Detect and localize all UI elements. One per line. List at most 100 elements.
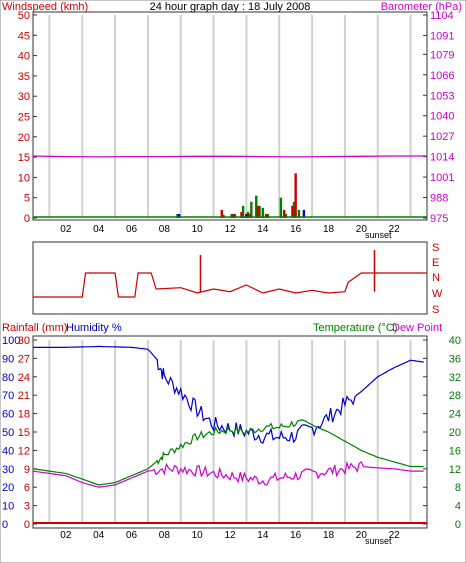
wind-bar	[255, 195, 258, 218]
wind-bar	[284, 213, 288, 218]
temperature-tick-label: 36	[449, 353, 461, 365]
wind-bar	[302, 209, 306, 218]
direction-label: N	[432, 272, 440, 284]
wind-bar	[292, 201, 296, 218]
wind-direction-frame	[32, 241, 428, 315]
humidity-tick-label: 70	[2, 390, 14, 402]
windspeed-tick-label: 40	[18, 51, 30, 63]
temperature-tick-label: 12	[449, 464, 461, 476]
temperature-tick-label: 4	[455, 501, 461, 513]
barometer-tick-label: 1066	[430, 70, 454, 82]
time-tick-label: 16	[290, 224, 302, 235]
humidity-tick-label: 100	[2, 335, 20, 347]
windspeed-tick-label: 35	[18, 71, 30, 83]
wind-bar	[241, 205, 245, 218]
wind-bar	[256, 205, 260, 218]
barometer-tick-label: 1001	[430, 172, 454, 184]
rainfall-tick-label: 9	[24, 464, 30, 476]
rainfall-tick-label: 21	[18, 390, 30, 402]
time-tick-label: 22	[389, 224, 401, 235]
barometer-axis-label: Barometer (hPa)	[381, 1, 462, 13]
direction-label: E	[432, 257, 439, 269]
wind-bar	[177, 213, 181, 218]
windspeed-tick-label: 45	[18, 30, 30, 42]
wind-bar	[233, 213, 237, 218]
temperature-tick-label: 40	[449, 335, 461, 347]
wind-bar	[264, 213, 268, 218]
temp-series	[32, 345, 427, 524]
windspeed-ticks: 0 5 10 15 20 25 30 35 40 45 50	[18, 10, 37, 225]
barometer-tick-label: 1053	[430, 90, 454, 102]
temperature-tick-label: 16	[449, 445, 461, 457]
time-tick-label: 20	[356, 530, 368, 541]
barometer-tick-label: 1091	[430, 30, 454, 42]
wind-bar	[245, 213, 248, 218]
time-tick-label: 20	[356, 224, 368, 235]
sunset-label-bottom: sunset	[365, 536, 392, 546]
temperature-line	[32, 419, 424, 486]
time-tick-label: 08	[159, 224, 171, 235]
wind-bar	[220, 209, 223, 218]
time-tick-label: 10	[192, 224, 204, 235]
time-tick-label: 06	[126, 530, 138, 541]
humidity-tick-label: 40	[2, 445, 14, 457]
dewpoint-line	[32, 460, 424, 488]
wind-bar	[258, 205, 261, 218]
temperature-tick-label: 20	[449, 427, 461, 439]
temperature-tick-label: 0	[455, 519, 461, 531]
wind-bar	[176, 213, 179, 218]
rainfall-tick-label: 15	[18, 427, 30, 439]
barometer-tick-label: 988	[430, 193, 448, 205]
windspeed-tick-label: 10	[18, 172, 30, 184]
humidity-tick-label: 90	[2, 353, 14, 365]
wind-bar	[261, 207, 265, 218]
time-tick-label: 14	[257, 530, 269, 541]
dewpoint-axis-label: Dew Point	[392, 322, 442, 334]
rainfall-tick-label: 0	[24, 519, 30, 531]
wind-bar	[279, 197, 283, 218]
humidity-axis-label: Humidity %	[66, 322, 122, 334]
time-tick-label: 18	[323, 530, 335, 541]
temperature-tick-label: 32	[449, 372, 461, 384]
time-tick-label: 02	[60, 224, 72, 235]
time-tick-label: 08	[159, 530, 171, 541]
time-tick-label: 02	[60, 530, 72, 541]
humidity-tick-label: 30	[2, 464, 14, 476]
time-tick-label: 06	[126, 224, 138, 235]
windspeed-tick-label: 5	[24, 193, 30, 205]
temp-time-ticks: 02 04 06 08 10 12 14 16 18 20 22	[60, 530, 400, 541]
wind-direction-line	[33, 272, 427, 298]
barometer-tick-label: 1014	[430, 152, 454, 164]
temp-humidity-frame	[32, 335, 428, 529]
wind-bar	[230, 213, 233, 218]
windspeed-axis-label: Windspeed (kmh)	[2, 1, 88, 13]
humidity-line	[33, 345, 424, 445]
windspeed-tick-label: 20	[18, 132, 30, 144]
wind-bar	[294, 173, 297, 218]
barometer-tick-label: 1040	[430, 111, 454, 123]
direction-label: S	[432, 242, 439, 254]
time-tick-label: 16	[290, 530, 302, 541]
direction-label: S	[432, 304, 439, 316]
time-tick-label: 10	[192, 530, 204, 541]
wind-bar	[246, 211, 250, 218]
time-tick-label: 18	[323, 224, 335, 235]
chart-title: 24 hour graph day : 18 July 2008	[150, 1, 311, 13]
time-tick-label: 12	[224, 530, 236, 541]
wind-bar	[232, 213, 235, 218]
time-tick-label: 22	[389, 530, 401, 541]
wind-bar	[282, 209, 286, 218]
humidity-tick-label: 50	[2, 427, 14, 439]
time-tick-label: 04	[93, 530, 105, 541]
rainfall-tick-label: 12	[18, 445, 30, 457]
wind-bar	[248, 213, 251, 218]
time-tick-label: 12	[224, 224, 236, 235]
temperature-tick-label: 28	[449, 390, 461, 402]
windspeed-tick-label: 30	[18, 91, 30, 103]
rainfall-tick-label: 18	[18, 409, 30, 421]
direction-label: W	[432, 288, 443, 300]
windspeed-tick-label: 25	[18, 112, 30, 124]
